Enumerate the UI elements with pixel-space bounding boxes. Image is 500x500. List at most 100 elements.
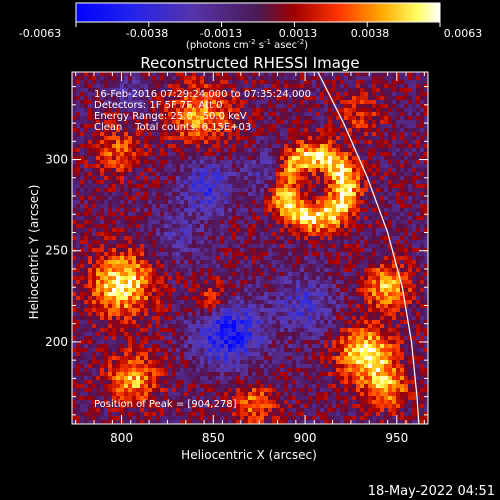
heatmap-cell (72, 104, 77, 109)
heatmap-cell (348, 292, 353, 297)
heatmap-cell (312, 76, 317, 81)
heatmap-cell (204, 152, 209, 157)
heatmap-cell (380, 132, 385, 137)
heatmap-cell (88, 292, 93, 297)
heatmap-cell (192, 260, 197, 265)
heatmap-cell (132, 264, 137, 269)
heatmap-cell (356, 252, 361, 257)
heatmap-cell (268, 256, 273, 261)
heatmap-cell (312, 132, 317, 137)
heatmap-cell (136, 292, 141, 297)
heatmap-cell (156, 160, 161, 165)
heatmap-cell (188, 284, 193, 289)
heatmap-cell (284, 108, 289, 113)
heatmap-cell (172, 100, 177, 105)
heatmap-cell (72, 276, 77, 281)
heatmap-cell (392, 156, 397, 161)
heatmap-cell (196, 176, 201, 181)
heatmap-cell (128, 112, 133, 117)
heatmap-cell (252, 276, 257, 281)
heatmap-cell (128, 76, 133, 81)
heatmap-cell (388, 168, 393, 173)
heatmap-cell (140, 216, 145, 221)
heatmap-cell (96, 136, 101, 141)
heatmap-cell (396, 260, 401, 265)
heatmap-cell (324, 164, 329, 169)
heatmap-cell (100, 140, 105, 145)
heatmap-cell (128, 280, 133, 285)
heatmap-cell (80, 224, 85, 229)
heatmap-cell (232, 176, 237, 181)
heatmap-cell (184, 200, 189, 205)
heatmap-cell (88, 164, 93, 169)
heatmap-cell (76, 156, 81, 161)
heatmap-cell (312, 288, 317, 293)
heatmap-cell (260, 252, 265, 257)
heatmap-cell (200, 128, 205, 133)
heatmap-cell (92, 264, 97, 269)
heatmap-cell (144, 128, 149, 133)
heatmap-cell (164, 172, 169, 177)
heatmap-cell (260, 80, 265, 85)
heatmap-cell (284, 292, 289, 297)
heatmap-cell (348, 124, 353, 129)
heatmap-cell (292, 232, 297, 237)
heatmap-cell (228, 288, 233, 293)
heatmap-cell (204, 100, 209, 105)
heatmap-cell (200, 104, 205, 109)
heatmap-cell (184, 196, 189, 201)
heatmap-cell (268, 264, 273, 269)
heatmap-cell (384, 232, 389, 237)
heatmap-cell (268, 152, 273, 157)
heatmap-cell (396, 288, 401, 293)
heatmap-cell (364, 184, 369, 189)
heatmap-cell (388, 244, 393, 249)
heatmap-cell (144, 256, 149, 261)
heatmap-cell (196, 220, 201, 225)
heatmap-cell (388, 124, 393, 129)
heatmap-cell (304, 180, 309, 185)
heatmap-cell (168, 264, 173, 269)
heatmap-cell (396, 164, 401, 169)
heatmap-cell (284, 152, 289, 157)
heatmap-cell (276, 268, 281, 273)
heatmap-cell (396, 212, 401, 217)
heatmap-cell (220, 264, 225, 269)
heatmap-cell (248, 152, 253, 157)
heatmap-cell (364, 252, 369, 257)
heatmap-cell (132, 152, 137, 157)
heatmap-cell (132, 232, 137, 237)
heatmap-cell (248, 92, 253, 97)
heatmap-cell (384, 248, 389, 253)
heatmap-cell (160, 216, 165, 221)
heatmap-cell (404, 100, 409, 105)
heatmap-cell (124, 120, 129, 125)
heatmap-cell (156, 244, 161, 249)
heatmap-cell (100, 212, 105, 217)
heatmap-cell (376, 172, 381, 177)
heatmap-cell (100, 176, 105, 181)
heatmap-cell (284, 260, 289, 265)
heatmap-cell (320, 188, 325, 193)
heatmap-cell (280, 164, 285, 169)
heatmap-cell (116, 248, 121, 253)
heatmap-cell (276, 124, 281, 129)
heatmap-cell (316, 104, 321, 109)
heatmap-cell (356, 140, 361, 145)
heatmap-cell (288, 236, 293, 241)
heatmap-cell (148, 232, 153, 237)
heatmap-cell (92, 76, 97, 81)
heatmap-cell (172, 228, 177, 233)
heatmap-cell (112, 208, 117, 213)
heatmap-cell (148, 184, 153, 189)
heatmap-cell (168, 92, 173, 97)
heatmap-cell (312, 164, 317, 169)
heatmap-cell (184, 216, 189, 221)
heatmap-cell (192, 100, 197, 105)
heatmap-cell (416, 268, 421, 273)
heatmap-cell (260, 188, 265, 193)
heatmap-cell (404, 180, 409, 185)
heatmap-cell (120, 156, 125, 161)
heatmap-cell (76, 92, 81, 97)
heatmap-cell (240, 180, 245, 185)
